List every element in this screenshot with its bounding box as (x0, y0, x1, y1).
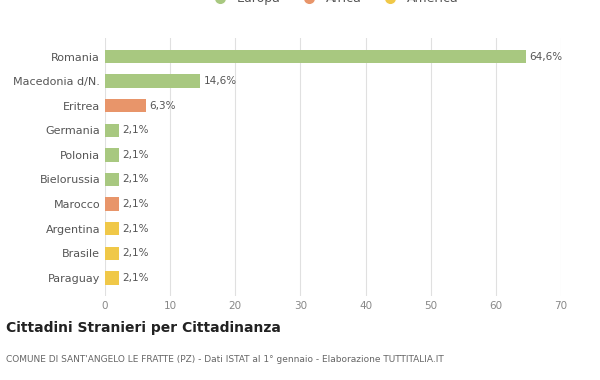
Text: Cittadini Stranieri per Cittadinanza: Cittadini Stranieri per Cittadinanza (6, 321, 281, 335)
Text: 14,6%: 14,6% (203, 76, 236, 86)
Bar (105, 197, 119, 211)
Bar (105, 50, 526, 63)
Text: 2,1%: 2,1% (122, 199, 148, 209)
Text: 2,1%: 2,1% (122, 248, 148, 258)
Text: 2,1%: 2,1% (122, 273, 148, 283)
Bar (105, 124, 119, 137)
Text: 64,6%: 64,6% (529, 52, 562, 62)
Text: 2,1%: 2,1% (122, 125, 148, 135)
Text: 6,3%: 6,3% (149, 101, 176, 111)
Bar (105, 148, 119, 162)
Bar (105, 222, 119, 236)
Bar (105, 271, 119, 285)
Text: 2,1%: 2,1% (122, 150, 148, 160)
Text: COMUNE DI SANT'ANGELO LE FRATTE (PZ) - Dati ISTAT al 1° gennaio - Elaborazione T: COMUNE DI SANT'ANGELO LE FRATTE (PZ) - D… (6, 355, 444, 364)
Bar (105, 99, 146, 112)
Bar (105, 74, 200, 88)
Bar (105, 173, 119, 186)
Legend: Europa, Africa, America: Europa, Africa, America (202, 0, 464, 10)
Text: 2,1%: 2,1% (122, 174, 148, 185)
Bar (105, 247, 119, 260)
Text: 2,1%: 2,1% (122, 224, 148, 234)
